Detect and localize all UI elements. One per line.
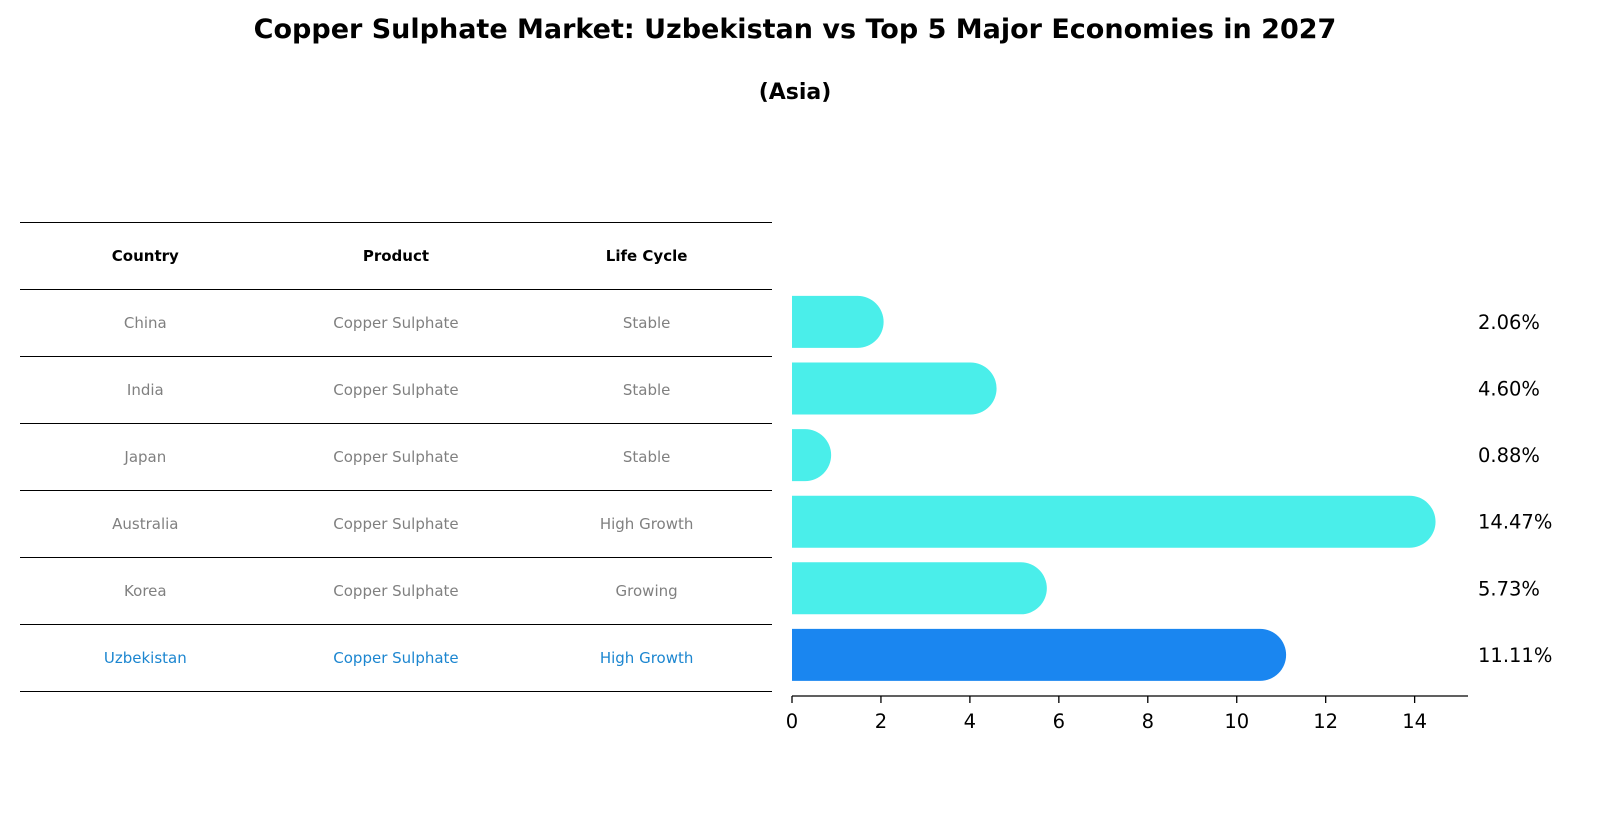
x-tick-label: 6 (1053, 710, 1065, 733)
cell-product: Copper Sulphate (333, 515, 459, 533)
cell-country: India (126, 381, 164, 399)
x-tick-label: 12 (1313, 710, 1338, 733)
bar-value-label: 0.88% (1478, 444, 1540, 467)
country-table: Country Product Life Cycle China Copper … (20, 222, 772, 692)
table-row-highlighted: Uzbekistan Copper Sulphate High Growth (20, 624, 772, 692)
cell-life-cycle: Stable (622, 381, 671, 399)
cell-product: Copper Sulphate (333, 649, 459, 667)
chart-subtitle: (Asia) (758, 80, 832, 105)
bar-value-label: 2.06% (1478, 311, 1540, 334)
x-tick-label: 14 (1402, 710, 1427, 733)
table-row: China Copper Sulphate Stable (20, 289, 772, 356)
cell-product: Copper Sulphate (333, 582, 459, 600)
header-country: Country (111, 247, 179, 265)
bar-value-label: 11.11% (1478, 644, 1552, 667)
bar-australia (792, 495, 1436, 548)
header-product: Product (362, 247, 430, 265)
cell-product: Copper Sulphate (333, 448, 459, 466)
cell-product: Copper Sulphate (333, 381, 459, 399)
cell-country: Japan (124, 448, 167, 466)
header-life-cycle: Life Cycle (605, 247, 688, 265)
cell-life-cycle: High Growth (599, 649, 694, 667)
bar-value-label: 5.73% (1478, 577, 1540, 600)
chart-title: Copper Sulphate Market: Uzbekistan vs To… (253, 14, 1337, 45)
bar-value-label: 4.60% (1478, 378, 1540, 401)
bar-india (792, 362, 997, 415)
bar-uzbekistan (792, 628, 1287, 681)
cell-country: Australia (112, 515, 179, 533)
cell-life-cycle: Stable (622, 314, 671, 332)
table-row: Korea Copper Sulphate Growing (20, 557, 772, 624)
cell-life-cycle: High Growth (599, 515, 694, 533)
cell-life-cycle: Stable (622, 448, 671, 466)
cell-country: Korea (124, 582, 167, 600)
table-row: Australia Copper Sulphate High Growth (20, 490, 772, 557)
bar-korea (792, 562, 1047, 615)
table-header-row: Country Product Life Cycle (20, 222, 772, 289)
bar-china (792, 295, 884, 348)
x-tick-label: 0 (786, 710, 798, 733)
x-tick-label: 10 (1224, 710, 1249, 733)
x-tick-label: 4 (964, 710, 976, 733)
cell-product: Copper Sulphate (333, 314, 459, 332)
bar-japan (792, 429, 832, 482)
bar-value-label: 14.47% (1478, 511, 1552, 534)
x-tick-label: 8 (1142, 710, 1154, 733)
cell-country: Uzbekistan (103, 649, 187, 667)
x-tick-label: 2 (875, 710, 887, 733)
cell-life-cycle: Growing (615, 582, 678, 600)
cell-country: China (123, 314, 167, 332)
table-row: Japan Copper Sulphate Stable (20, 423, 772, 490)
table-row: India Copper Sulphate Stable (20, 356, 772, 423)
